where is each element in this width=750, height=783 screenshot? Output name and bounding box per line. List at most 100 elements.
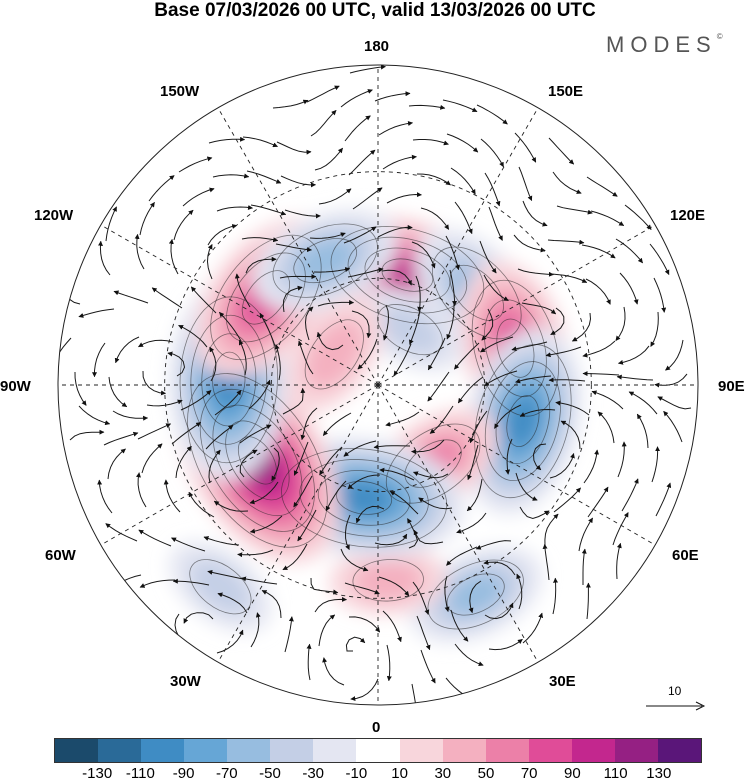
wind-arrow — [138, 529, 172, 547]
wind-arrow — [427, 337, 446, 371]
wind-arrow — [488, 638, 523, 651]
wind-arrow — [381, 269, 412, 286]
wind-arrow — [542, 543, 550, 581]
wind-arrow — [488, 206, 503, 241]
wind-arrow — [475, 540, 512, 550]
wind-arrow — [412, 139, 449, 146]
wind-arrow — [519, 506, 550, 520]
wind-arrow — [385, 411, 420, 427]
lon-label-180: 180 — [364, 38, 390, 55]
wind-arrow — [348, 149, 376, 176]
meridian-line — [100, 224, 379, 386]
wind-arrow — [92, 342, 106, 378]
wind-arrow — [306, 85, 340, 103]
wind-arrow — [476, 104, 508, 125]
wind-arrow — [581, 244, 616, 259]
anomaly-line-neg-greenland-sea — [281, 448, 448, 548]
anomaly-line-neg-north-pacific — [272, 223, 378, 298]
colorbar-swatch — [356, 739, 400, 762]
wind-arrow — [306, 643, 312, 681]
wind-arrow — [521, 302, 557, 315]
wind-arrow — [411, 241, 436, 269]
reference-vector-arrow — [646, 701, 706, 711]
meridian-line — [377, 384, 539, 663]
wind-arrow — [650, 311, 659, 347]
wind-arrow — [148, 175, 175, 202]
wind-arrow — [203, 536, 240, 546]
colorbar-tick-label: 110 — [603, 765, 628, 782]
wind-arrow — [284, 616, 294, 653]
wind-arrow — [467, 444, 479, 481]
wind-arrow — [97, 479, 113, 514]
wind-arrow — [655, 482, 672, 517]
meridian-line — [377, 384, 656, 546]
wind-arrow — [239, 424, 272, 444]
wind-arrow — [446, 133, 479, 153]
wind-arrow — [139, 201, 155, 236]
colorbar-swatch — [313, 739, 357, 762]
wind-arrow — [560, 420, 581, 450]
wind-arrow — [505, 438, 513, 475]
anomaly-contour-neg-subtropic-atlantic — [189, 559, 251, 614]
wind-arrow — [532, 443, 547, 471]
wind-arrow — [494, 404, 522, 429]
wind-arrow — [393, 343, 412, 377]
meridian-line — [217, 384, 379, 663]
lon-label-60e: 60E — [672, 547, 699, 564]
wind-arrow — [663, 410, 683, 443]
wind-arrow — [444, 575, 450, 612]
wind-arrow — [246, 170, 282, 184]
anomaly-line-neg-central-asia — [484, 361, 561, 482]
wind-arrow — [411, 683, 418, 705]
colorbar-swatch — [528, 739, 572, 762]
wind-arrow — [548, 377, 586, 383]
wind-arrow — [112, 410, 149, 421]
meridian-line — [377, 224, 656, 386]
wind-arrow — [322, 412, 352, 436]
lon-label-60w: 60W — [45, 547, 76, 564]
wind-arrow — [183, 612, 214, 624]
wind-arrow — [511, 341, 548, 352]
wind-arrow — [151, 287, 183, 309]
meridian-line — [217, 107, 379, 386]
wind-arrow — [78, 405, 111, 426]
wind-arrow — [597, 411, 615, 444]
wind-arrow — [618, 345, 650, 365]
wind-arrow — [190, 286, 217, 314]
wind-arrow — [382, 154, 417, 170]
anomaly-line-neg-central-asia — [474, 344, 572, 499]
wind-arrow — [139, 579, 176, 588]
wind-arrow — [173, 209, 194, 241]
wind-arrow — [237, 549, 274, 558]
wind-arrow — [241, 576, 278, 585]
wind-arrow — [412, 581, 430, 615]
anomaly-line-neg-mediterranean — [427, 559, 524, 630]
wind-arrow — [517, 268, 554, 277]
wind-arrow — [442, 99, 478, 113]
wind-arrow — [377, 224, 413, 238]
anomaly-line-pos-east-russia — [496, 318, 535, 378]
wind-arrow — [180, 390, 212, 411]
wind-arrow — [141, 443, 163, 474]
wind-arrow — [351, 310, 372, 339]
wind-arrow — [134, 233, 145, 270]
wind-arrow — [209, 346, 217, 382]
wind-arrow — [547, 239, 585, 245]
anomaly-contour-neg-mediterranean — [447, 573, 505, 616]
anomaly-line-neg-greenland-sea — [317, 470, 411, 526]
wind-arrow — [418, 497, 453, 510]
wind-arrow — [389, 490, 419, 515]
colorbar-tick-label: 130 — [646, 765, 672, 782]
anomaly-line-pos-north-atlantic — [352, 559, 424, 602]
wind-arrow — [178, 324, 208, 348]
brand-logo: MODES© — [606, 32, 723, 58]
anomaly-line-neg-subtropic-atlantic — [189, 559, 252, 615]
wind-arrow — [343, 440, 377, 457]
wind-arrow — [297, 340, 314, 375]
colorbar-tick-label: -30 — [302, 765, 325, 782]
wind-arrow — [304, 306, 314, 341]
wind-arrow — [468, 580, 482, 614]
anomaly-line-pos-canada — [199, 388, 315, 532]
lon-label-150w: 150W — [160, 83, 200, 100]
wind-arrow — [616, 374, 654, 381]
